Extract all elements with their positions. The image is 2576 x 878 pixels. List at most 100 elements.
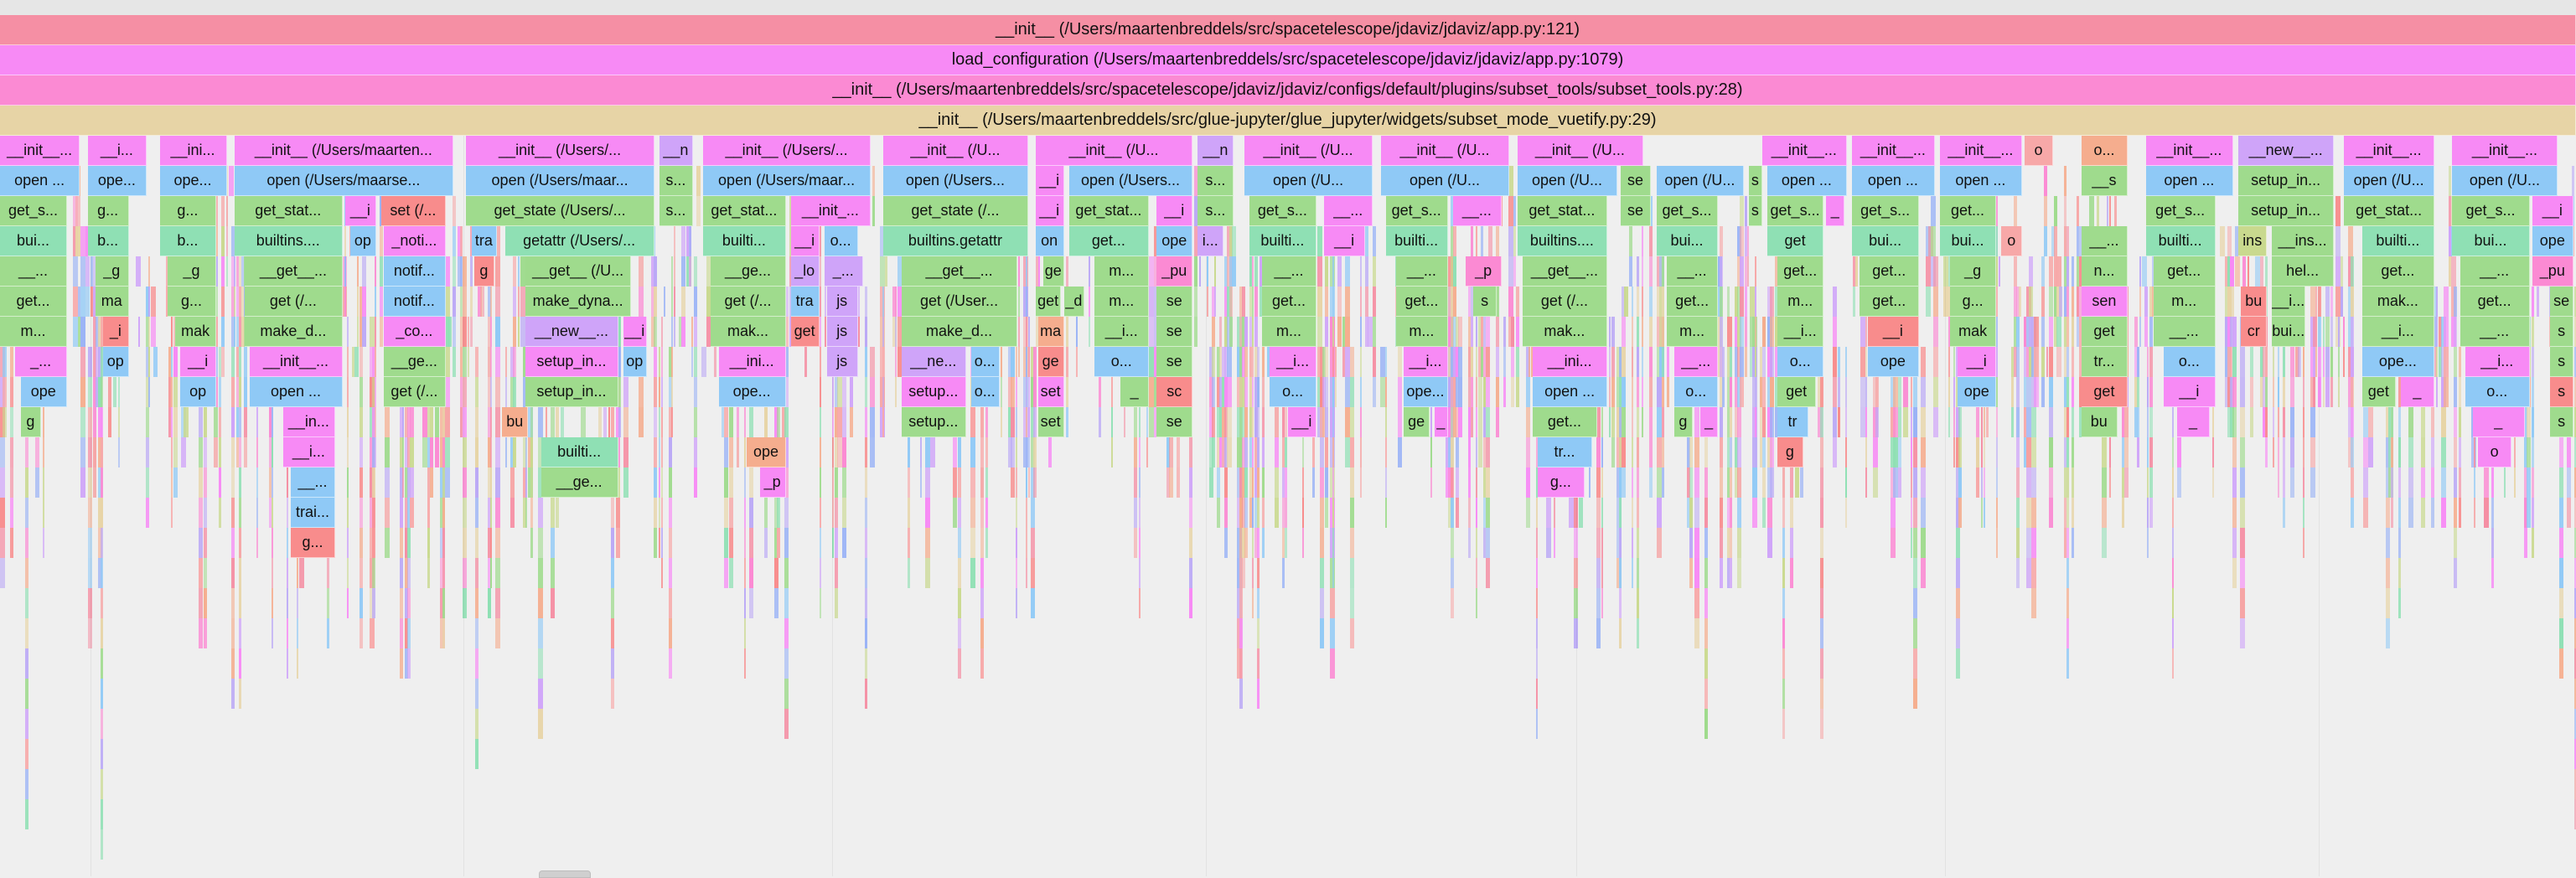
flame-frame-sliver[interactable]	[405, 648, 408, 679]
flame-frame-sliver[interactable]	[1212, 407, 1215, 437]
flame-frame[interactable]: __init__...	[1939, 136, 2023, 166]
flame-frame-sliver[interactable]	[1622, 347, 1626, 377]
flame-frame[interactable]: __...	[2460, 256, 2530, 287]
flame-frame-sliver[interactable]	[2559, 588, 2563, 618]
flame-frame[interactable]: open (/U...	[1244, 166, 1373, 196]
flame-frame-sliver[interactable]	[1931, 196, 1936, 226]
flame-frame-sliver[interactable]	[2315, 287, 2317, 317]
flame-frame-sliver[interactable]	[2290, 347, 2294, 377]
flame-frame-sliver[interactable]	[1016, 558, 1017, 588]
flame-frame-sliver[interactable]	[2064, 437, 2066, 467]
flame-frame[interactable]: __init__...	[0, 136, 80, 166]
flame-frame-sliver[interactable]	[1018, 347, 1020, 377]
flame-frame-sliver[interactable]	[1845, 467, 1847, 498]
flame-frame-sliver[interactable]	[1727, 377, 1730, 407]
flame-frame-sliver[interactable]	[475, 679, 478, 709]
flame-frame-sliver[interactable]	[1735, 437, 1738, 467]
flame-frame-sliver[interactable]	[659, 528, 660, 558]
flame-frame-sliver[interactable]	[1632, 467, 1633, 498]
flame-frame-sliver[interactable]	[88, 618, 92, 648]
flame-frame-sliver[interactable]	[2079, 347, 2082, 377]
flame-frame-sliver[interactable]	[495, 498, 500, 528]
flame-frame-sliver[interactable]	[1574, 528, 1578, 558]
flame-frame-sliver[interactable]	[1609, 407, 1611, 437]
flame-frame-sliver[interactable]	[1750, 287, 1755, 317]
flame-frame-sliver[interactable]	[1860, 347, 1865, 377]
flame-frame-sliver[interactable]	[2484, 467, 2489, 498]
flame-frame[interactable]: __...	[1324, 196, 1373, 226]
flame-frame-sliver[interactable]	[1239, 618, 1243, 648]
flame-frame-sliver[interactable]	[25, 648, 28, 679]
flame-frame-sliver[interactable]	[744, 588, 746, 618]
flame-frame-sliver[interactable]	[1212, 347, 1215, 377]
flame-frame-sliver[interactable]	[463, 528, 467, 558]
flame-frame-sliver[interactable]	[10, 347, 13, 377]
flame-frame-sliver[interactable]	[538, 437, 543, 467]
flame-frame-sliver[interactable]	[2527, 467, 2531, 498]
flame-frame-sliver[interactable]	[1775, 287, 1780, 317]
flame-frame[interactable]: get_stat...	[703, 196, 786, 226]
flame-frame-sliver[interactable]	[1451, 347, 1454, 377]
flame-frame-sliver[interactable]	[360, 588, 363, 618]
flame-frame[interactable]: builtins....	[1517, 226, 1608, 256]
flame-frame[interactable]: get_stat...	[1068, 196, 1149, 226]
flame-frame-sliver[interactable]	[101, 679, 103, 709]
flame-frame-sliver[interactable]	[173, 407, 178, 437]
flame-frame-sliver[interactable]	[1214, 287, 1216, 317]
flame-frame-sliver[interactable]	[930, 437, 935, 467]
flame-frame-sliver[interactable]	[1320, 467, 1324, 498]
flame-frame-sliver[interactable]	[1249, 467, 1252, 498]
flame-frame-sliver[interactable]	[2303, 377, 2304, 407]
flame-frame-sliver[interactable]	[2250, 347, 2253, 377]
flame-frame-sliver[interactable]	[1456, 377, 1459, 407]
flame-frame-sliver[interactable]	[1189, 558, 1192, 588]
flame-frame[interactable]: __i...	[2465, 347, 2530, 377]
flame-frame-sliver[interactable]	[1956, 588, 1960, 618]
flame-frame-sliver[interactable]	[347, 467, 349, 498]
flame-frame-sliver[interactable]	[505, 437, 507, 467]
flame-frame-sliver[interactable]	[2574, 588, 2576, 618]
flame-frame-sliver[interactable]	[820, 437, 821, 467]
flame-frame-sliver[interactable]	[91, 287, 93, 317]
flame-frame-sliver[interactable]	[1727, 347, 1730, 377]
flame-frame-sliver[interactable]	[204, 558, 207, 588]
flame-frame-sliver[interactable]	[25, 769, 28, 799]
flame-frame-sliver[interactable]	[598, 407, 602, 437]
flame-frame-sliver[interactable]	[1476, 347, 1477, 377]
flame-frame-sliver[interactable]	[1222, 347, 1226, 377]
flame-frame-sliver[interactable]	[1478, 347, 1482, 377]
flame-frame-sliver[interactable]	[1267, 347, 1270, 377]
flame-frame-sliver[interactable]	[2532, 347, 2534, 377]
flame-frame[interactable]: get...	[1860, 287, 1920, 317]
flame-frame-sliver[interactable]	[1486, 377, 1490, 407]
flame-frame-sliver[interactable]	[1596, 528, 1601, 558]
flame-frame-sliver[interactable]	[1609, 377, 1611, 407]
flame-frame-sliver[interactable]	[1820, 407, 1823, 437]
flame-frame-sliver[interactable]	[1476, 588, 1477, 618]
flame-frame-sliver[interactable]	[2144, 317, 2148, 347]
flame-frame-sliver[interactable]	[1350, 528, 1354, 558]
flame-frame-sliver[interactable]	[2031, 407, 2036, 437]
flame-frame-sliver[interactable]	[616, 528, 620, 558]
flame-frame-sliver[interactable]	[925, 498, 930, 528]
flame-frame-sliver[interactable]	[1496, 347, 1499, 377]
flame-frame-sliver[interactable]	[724, 437, 728, 467]
flame-frame-sliver[interactable]	[832, 377, 834, 407]
flame-frame-sliver[interactable]	[1996, 347, 1998, 377]
flame-frame-sliver[interactable]	[1483, 528, 1486, 558]
flame-frame-sliver[interactable]	[654, 498, 657, 528]
flame-frame-sliver[interactable]	[1239, 679, 1243, 709]
flame-frame-sliver[interactable]	[357, 256, 359, 287]
flame-frame[interactable]: builti...	[541, 437, 618, 467]
flame-frame-sliver[interactable]	[2574, 377, 2576, 407]
flame-frame-sliver[interactable]	[1451, 558, 1454, 588]
flame-frame-sliver[interactable]	[1755, 287, 1756, 317]
flame-frame-sliver[interactable]	[2232, 558, 2237, 588]
flame-frame-sliver[interactable]	[10, 377, 13, 407]
flame-frame-sliver[interactable]	[2079, 256, 2082, 287]
flame-frame-sliver[interactable]	[1134, 467, 1137, 498]
flame-frame-sliver[interactable]	[1076, 317, 1078, 347]
flame-frame-sliver[interactable]	[2139, 256, 2141, 287]
flame-frame-sliver[interactable]	[2066, 317, 2069, 347]
flame-frame-sliver[interactable]	[101, 377, 103, 407]
